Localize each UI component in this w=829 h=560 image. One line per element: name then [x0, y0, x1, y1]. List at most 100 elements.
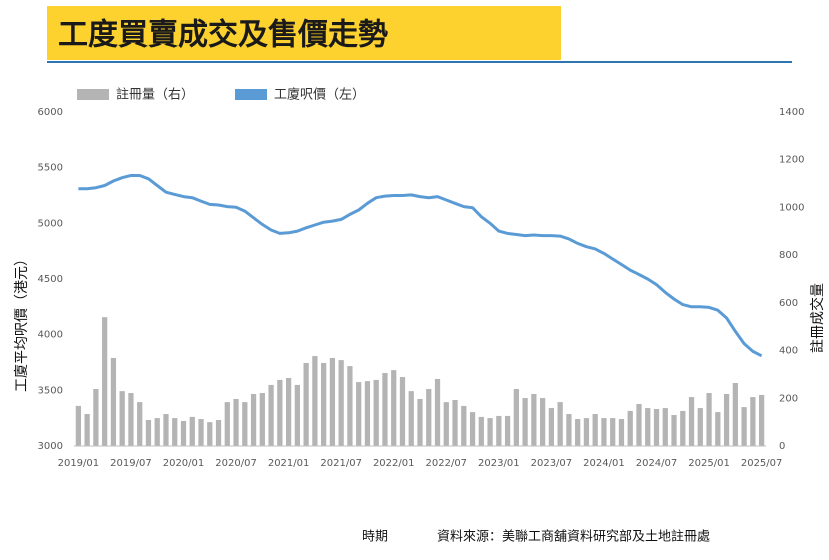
bar: [321, 362, 327, 446]
bar: [548, 408, 555, 446]
price-line: [78, 174, 763, 358]
bar: [434, 378, 441, 446]
bar: [180, 420, 187, 446]
y-axis-title: 工廈平均呎價（港元）: [13, 252, 30, 392]
bar: [215, 419, 222, 446]
y2-tick-label: 1000: [779, 202, 804, 213]
bar: [452, 399, 458, 446]
bar: [566, 414, 572, 446]
bar: [172, 418, 178, 446]
bar: [645, 408, 651, 446]
bar: [443, 402, 449, 446]
title-bg: [47, 6, 561, 60]
legend-label: 註冊量（右）: [116, 88, 194, 103]
bar: [364, 381, 371, 446]
bar: [154, 418, 160, 446]
x-tick-label: 2022/01: [373, 458, 415, 469]
bar: [163, 414, 169, 446]
bar: [610, 418, 616, 446]
bar: [575, 419, 581, 446]
bar: [531, 393, 537, 446]
bar: [417, 399, 423, 446]
bar: [487, 418, 493, 446]
y2-tick-label: 200: [779, 393, 798, 404]
bar: [356, 382, 362, 446]
x-tick-label: 2019/01: [58, 458, 100, 469]
bar: [461, 405, 467, 446]
bar: [557, 402, 563, 446]
bar: [723, 393, 730, 446]
source-note: 資料來源：美聯工商舖資料研究部及土地註冊處: [437, 529, 710, 545]
bar: [242, 402, 248, 446]
y-tick-label: 3000: [38, 441, 63, 452]
bar: [697, 408, 703, 446]
bar: [618, 419, 625, 446]
bar: [653, 409, 660, 446]
bar: [207, 422, 213, 446]
bar: [426, 388, 432, 446]
bar: [662, 408, 668, 446]
bar: [347, 366, 353, 446]
y-tick-label: 5500: [38, 163, 63, 174]
bar: [758, 394, 765, 446]
bar: [277, 379, 283, 446]
y2-tick-label: 400: [779, 346, 798, 357]
y-tick-label: 5000: [38, 218, 63, 229]
bar: [540, 398, 546, 446]
bar: [706, 393, 712, 446]
bar: [189, 416, 195, 446]
bar: [224, 402, 230, 446]
bar: [137, 402, 143, 446]
bar: [504, 415, 511, 446]
bar: [601, 418, 607, 446]
x-tick-label: 2023/01: [478, 458, 520, 469]
bar: [373, 379, 379, 446]
bar: [84, 414, 90, 446]
y-tick-label: 4500: [38, 274, 63, 285]
y-tick-label: 6000: [38, 107, 63, 118]
bar: [329, 357, 336, 446]
bar: [145, 419, 152, 446]
y-tick-label: 4000: [38, 330, 63, 341]
bar: [496, 415, 502, 446]
bar: [741, 407, 747, 446]
bar: [382, 372, 388, 446]
bar: [688, 397, 695, 446]
chart-title: 工度買賣成交及售價走勢: [58, 18, 388, 53]
bar: [469, 412, 476, 446]
x-tick-label: 2021/01: [268, 458, 310, 469]
bar: [259, 393, 265, 446]
x-tick-label: 2020/07: [215, 458, 257, 469]
y2-tick-label: 1200: [779, 155, 804, 166]
bar: [250, 393, 257, 446]
bar: [119, 391, 125, 446]
bar: [110, 357, 117, 446]
bar: [128, 393, 134, 446]
bar: [198, 419, 204, 446]
legend-swatch: [235, 89, 267, 100]
y-tick-label: 3500: [38, 385, 63, 396]
x-tick-label: 2022/07: [426, 458, 468, 469]
bar: [680, 410, 686, 446]
bar: [478, 416, 484, 446]
bar: [294, 384, 300, 446]
x-tick-label: 2020/01: [163, 458, 205, 469]
bar: [636, 404, 642, 446]
bar: [399, 377, 406, 446]
x-tick-label: 2024/01: [583, 458, 625, 469]
legend-label: 工廈呎價（左）: [274, 87, 365, 103]
bar: [715, 412, 721, 446]
bar: [522, 398, 528, 446]
bar: [75, 405, 82, 446]
bar: [285, 378, 292, 446]
y2-tick-label: 800: [779, 250, 798, 261]
bar: [391, 370, 397, 446]
bar: [303, 362, 309, 446]
bar: [513, 388, 519, 446]
legend-swatch: [77, 89, 109, 100]
y2-axis-title: 註冊成交量: [809, 283, 826, 353]
x-tick-label: 2019/07: [110, 458, 152, 469]
y2-tick-label: 0: [779, 441, 785, 452]
